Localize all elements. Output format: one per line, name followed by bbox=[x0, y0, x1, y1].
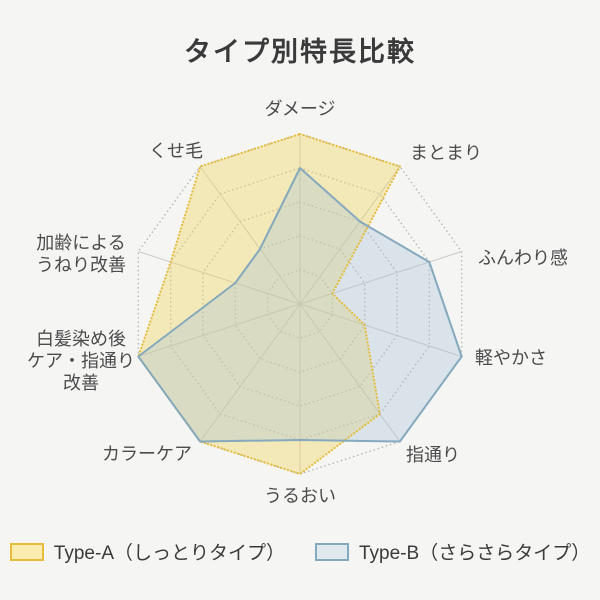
radar-axis-line bbox=[199, 303, 301, 442]
axis-label-aging-wave-care: 加齢によるうねり改善 bbox=[36, 233, 126, 275]
axis-label-damage: ダメージ bbox=[264, 99, 335, 119]
type-b-outline bbox=[137, 167, 463, 443]
radar-axis-line bbox=[138, 303, 301, 357]
axis-label-airy-feel: ふんわり感 bbox=[478, 248, 568, 268]
radar-axis-line bbox=[138, 251, 301, 305]
legend: Type-A（しっとりタイプ） Type-B（さらさらタイプ） bbox=[0, 538, 600, 565]
axis-label-moisture: うるおい bbox=[264, 486, 336, 506]
legend-item-type-b: Type-B（さらさらタイプ） bbox=[315, 538, 590, 565]
legend-item-type-a: Type-A（しっとりタイプ） bbox=[9, 538, 285, 565]
radar-axis-line bbox=[199, 166, 301, 305]
radar-axis-line bbox=[299, 303, 462, 357]
type-b-area bbox=[138, 168, 462, 442]
radar-axis-line bbox=[299, 166, 401, 305]
type-a-legend-label: Type-A（しっとりタイプ） bbox=[53, 543, 285, 564]
radar-grid-ring bbox=[169, 167, 431, 441]
type-a-area bbox=[138, 134, 400, 474]
radar-grid-ring bbox=[137, 133, 463, 475]
type-b-swatch-icon bbox=[315, 542, 349, 561]
axis-label-cohesion: まとまり bbox=[410, 143, 482, 163]
radar-grid-ring bbox=[234, 235, 366, 373]
axis-label-gray-dye-care: 白髪染め後ケア・指通り改善 bbox=[27, 328, 135, 393]
type-a-swatch-icon bbox=[9, 542, 44, 561]
type-b-legend-label: Type-B（さらさらタイプ） bbox=[359, 543, 591, 564]
axis-label-lightness: 軽やかさ bbox=[475, 348, 547, 368]
radar-grid-ring bbox=[202, 201, 398, 407]
radar-axis-line bbox=[299, 251, 462, 305]
radar-axis-line bbox=[299, 303, 401, 442]
axis-label-color-care: カラーケア bbox=[102, 444, 192, 464]
chart-title: タイプ別特長比較 bbox=[184, 37, 416, 67]
axis-label-curly-hair: くせ毛 bbox=[149, 141, 203, 161]
radar-grid-ring bbox=[266, 269, 334, 339]
axis-label-smoothness: 指通り bbox=[406, 445, 460, 465]
